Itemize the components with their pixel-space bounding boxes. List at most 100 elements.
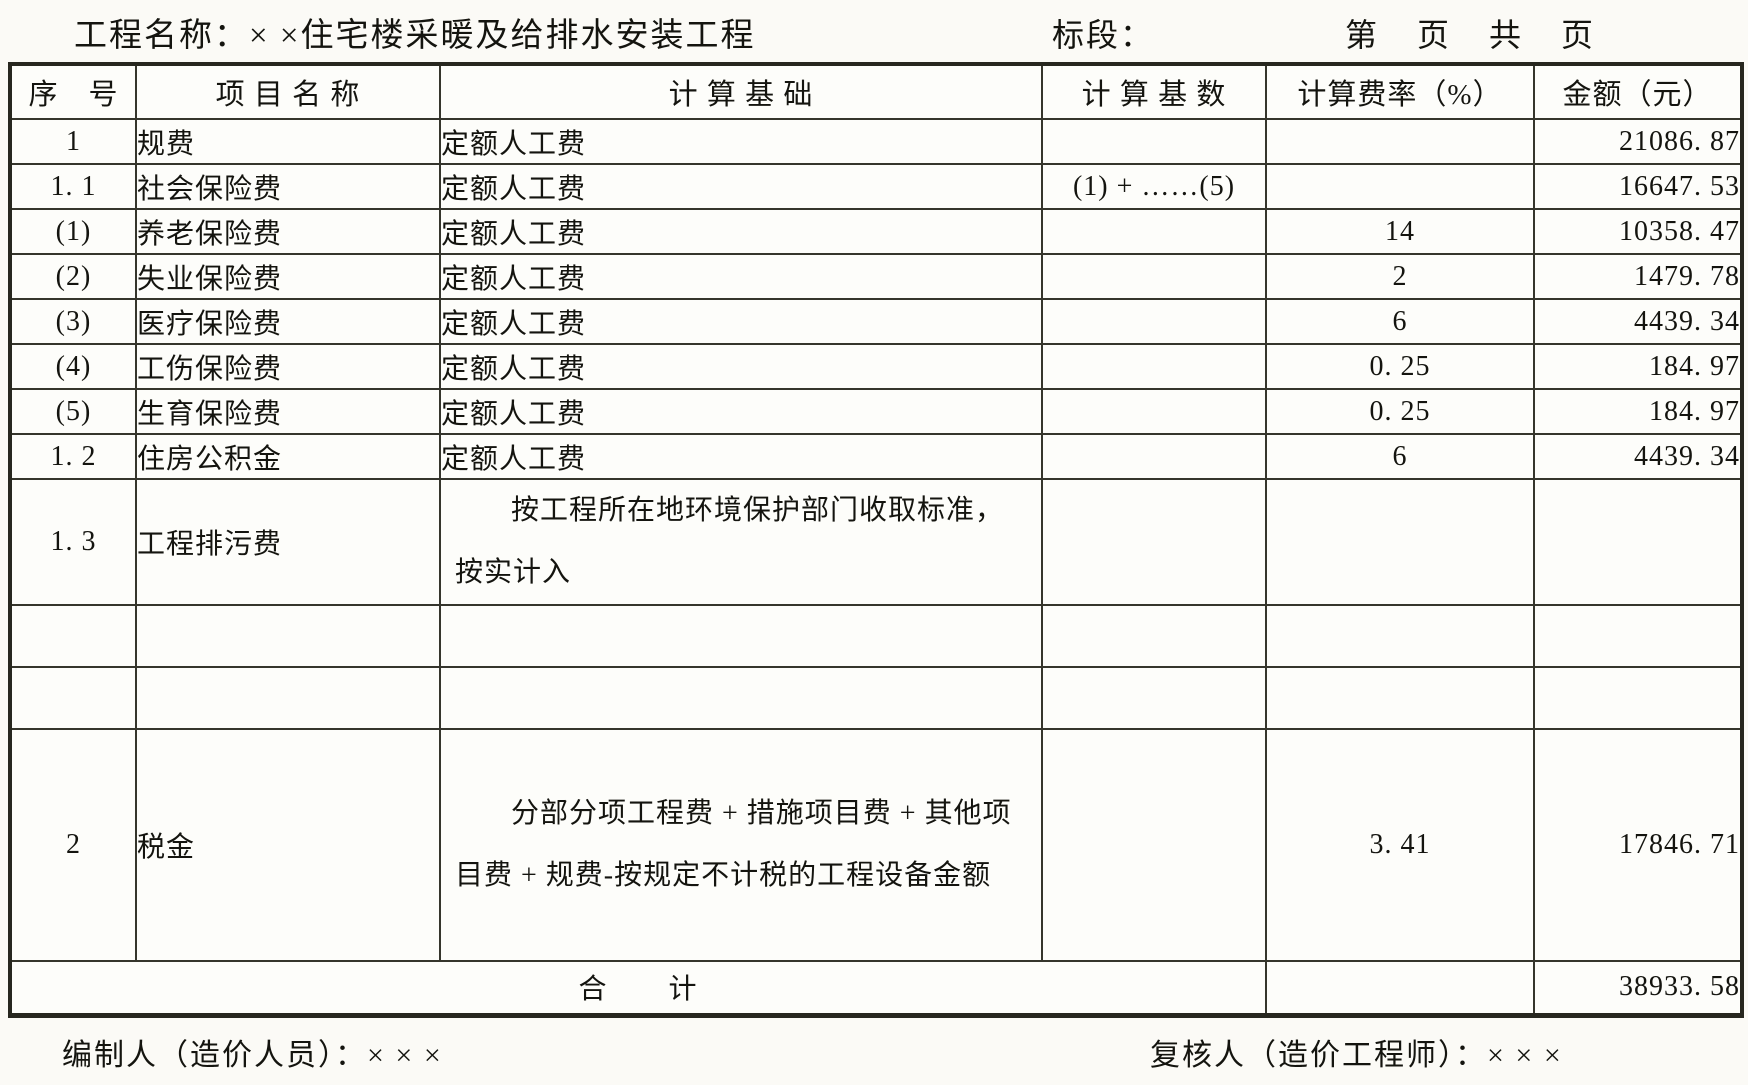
cell-basis: 定额人工费 xyxy=(439,208,1043,255)
header-cell-rate: 计算费率（%） xyxy=(1265,63,1535,120)
reviewer-line: 复核人（造价工程师）：× × × xyxy=(1150,1039,1563,1072)
cell-basis: 定额人工费 xyxy=(439,388,1043,435)
table-row: (2) 失业保险费 定额人工费 2 1479. 78 xyxy=(9,253,1743,300)
preparer-line: 编制人（造价人员）：× × × xyxy=(62,1039,443,1072)
cell-basis xyxy=(439,666,1043,730)
table-row xyxy=(9,666,1743,730)
cell-amount: 10358. 47 xyxy=(1533,208,1743,255)
cell-no: (1) xyxy=(9,208,137,255)
cell-amount: 16647. 53 xyxy=(1533,163,1743,210)
table-row: (5) 生育保险费 定额人工费 0. 25 184. 97 xyxy=(9,388,1743,435)
table-row: 1. 3 工程排污费 按工程所在地环境保护部门收取标准，按实计入 xyxy=(9,478,1743,606)
cell-rate xyxy=(1265,118,1535,165)
cell-no xyxy=(9,666,137,730)
cell-base: (1) + ……(5) xyxy=(1041,163,1267,210)
cell-amount xyxy=(1533,666,1743,730)
cell-no: 1. 3 xyxy=(9,478,137,606)
cell-base xyxy=(1041,253,1267,300)
cell-base xyxy=(1041,118,1267,165)
cell-no: 1. 1 xyxy=(9,163,137,210)
cell-no: (2) xyxy=(9,253,137,300)
total-amount-cell: 38933. 58 xyxy=(1533,960,1743,1016)
cell-name: 医疗保险费 xyxy=(135,298,441,345)
cell-rate xyxy=(1265,604,1535,668)
header-cell-basis: 计 算 基 础 xyxy=(439,63,1043,120)
cell-amount: 184. 97 xyxy=(1533,388,1743,435)
cell-amount: 21086. 87 xyxy=(1533,118,1743,165)
project-name-value: × ×住宅楼采暖及给排水安装工程 xyxy=(249,18,756,54)
cell-basis: 按工程所在地环境保护部门收取标准，按实计入 xyxy=(439,478,1043,606)
cell-name: 生育保险费 xyxy=(135,388,441,435)
signature-footer: 编制人（造价人员）：× × × 复核人（造价工程师）：× × × xyxy=(0,1024,1748,1084)
cell-no: (4) xyxy=(9,343,137,390)
cell-rate: 0. 25 xyxy=(1265,343,1535,390)
cell-name: 规费 xyxy=(135,118,441,165)
cell-basis: 定额人工费 xyxy=(439,298,1043,345)
cell-rate xyxy=(1265,666,1535,730)
cell-name xyxy=(135,666,441,730)
cell-basis: 定额人工费 xyxy=(439,118,1043,165)
table-row: (1) 养老保险费 定额人工费 14 10358. 47 xyxy=(9,208,1743,255)
cell-name: 工伤保险费 xyxy=(135,343,441,390)
cell-amount: 184. 97 xyxy=(1533,343,1743,390)
cell-name: 养老保险费 xyxy=(135,208,441,255)
cell-basis: 定额人工费 xyxy=(439,343,1043,390)
bid-section-label: 标段： xyxy=(1052,17,1155,53)
table-row: 1. 1 社会保险费 定额人工费 (1) + ……(5) 16647. 53 xyxy=(9,163,1743,210)
cell-base xyxy=(1041,298,1267,345)
project-name-line: 工程名称：× ×住宅楼采暖及给排水安装工程 xyxy=(74,8,755,56)
cell-base xyxy=(1041,478,1267,606)
header-cell-base: 计 算 基 数 xyxy=(1041,63,1267,120)
header-cell-name: 项 目 名 称 xyxy=(135,63,441,120)
cell-base xyxy=(1041,666,1267,730)
header-row: 序 号 项 目 名 称 计 算 基 础 计 算 基 数 计算费率（%） 金额（元… xyxy=(9,63,1743,120)
cell-no xyxy=(9,604,137,668)
cell-base xyxy=(1041,208,1267,255)
cell-name: 税金 xyxy=(135,728,441,962)
page-number-info: 第 页 共 页 xyxy=(1345,17,1598,53)
table-row: 1. 2 住房公积金 定额人工费 6 4439. 34 xyxy=(9,433,1743,480)
table-row: (4) 工伤保险费 定额人工费 0. 25 184. 97 xyxy=(9,343,1743,390)
cell-basis: 定额人工费 xyxy=(439,433,1043,480)
cell-amount xyxy=(1533,604,1743,668)
cell-base xyxy=(1041,433,1267,480)
cell-rate xyxy=(1265,478,1535,606)
total-rate-cell xyxy=(1265,960,1535,1016)
cell-base xyxy=(1041,388,1267,435)
cell-base xyxy=(1041,604,1267,668)
header-cell-amount: 金额（元） xyxy=(1533,63,1743,120)
cell-rate xyxy=(1265,163,1535,210)
cell-basis xyxy=(439,604,1043,668)
table-row: 2 税金 分部分项工程费 + 措施项目费 + 其他项目费 + 规费-按规定不计税的工… xyxy=(9,728,1743,962)
page-header: 工程名称：× ×住宅楼采暖及给排水安装工程 标段： 第 页 共 页 xyxy=(0,0,1748,60)
total-label-cell: 合 计 xyxy=(9,960,1267,1016)
basis-paragraph: 分部分项工程费 + 措施项目费 + 其他项目费 + 规费-按规定不计税的工程设备… xyxy=(455,798,1012,891)
table-row: (3) 医疗保险费 定额人工费 6 4439. 34 xyxy=(9,298,1743,345)
cell-amount: 4439. 34 xyxy=(1533,433,1743,480)
cell-amount: 1479. 78 xyxy=(1533,253,1743,300)
table-row: 1 规费 定额人工费 21086. 87 xyxy=(9,118,1743,165)
cell-amount: 17846. 71 xyxy=(1533,728,1743,962)
cell-no: (3) xyxy=(9,298,137,345)
total-row: 合 计 38933. 58 xyxy=(9,960,1743,1016)
cell-base xyxy=(1041,343,1267,390)
cell-rate: 2 xyxy=(1265,253,1535,300)
cell-amount: 4439. 34 xyxy=(1533,298,1743,345)
cell-name: 住房公积金 xyxy=(135,433,441,480)
cell-base xyxy=(1041,728,1267,962)
cell-name: 社会保险费 xyxy=(135,163,441,210)
basis-paragraph: 按工程所在地环境保护部门收取标准，按实计入 xyxy=(455,495,1005,588)
cell-basis: 分部分项工程费 + 措施项目费 + 其他项目费 + 规费-按规定不计税的工程设备… xyxy=(439,728,1043,962)
cell-amount xyxy=(1533,478,1743,606)
cell-name: 失业保险费 xyxy=(135,253,441,300)
cell-no: 1. 2 xyxy=(9,433,137,480)
cell-name xyxy=(135,604,441,668)
table-footer: 合 计 38933. 58 xyxy=(9,960,1743,1016)
cell-no: (5) xyxy=(9,388,137,435)
header-cell-no: 序 号 xyxy=(9,63,137,120)
table-row xyxy=(9,604,1743,668)
table-header: 序 号 项 目 名 称 计 算 基 础 计 算 基 数 计算费率（%） 金额（元… xyxy=(9,63,1743,120)
project-name-label: 工程名称： xyxy=(74,18,249,54)
cell-basis: 定额人工费 xyxy=(439,253,1043,300)
cell-no: 1 xyxy=(9,118,137,165)
